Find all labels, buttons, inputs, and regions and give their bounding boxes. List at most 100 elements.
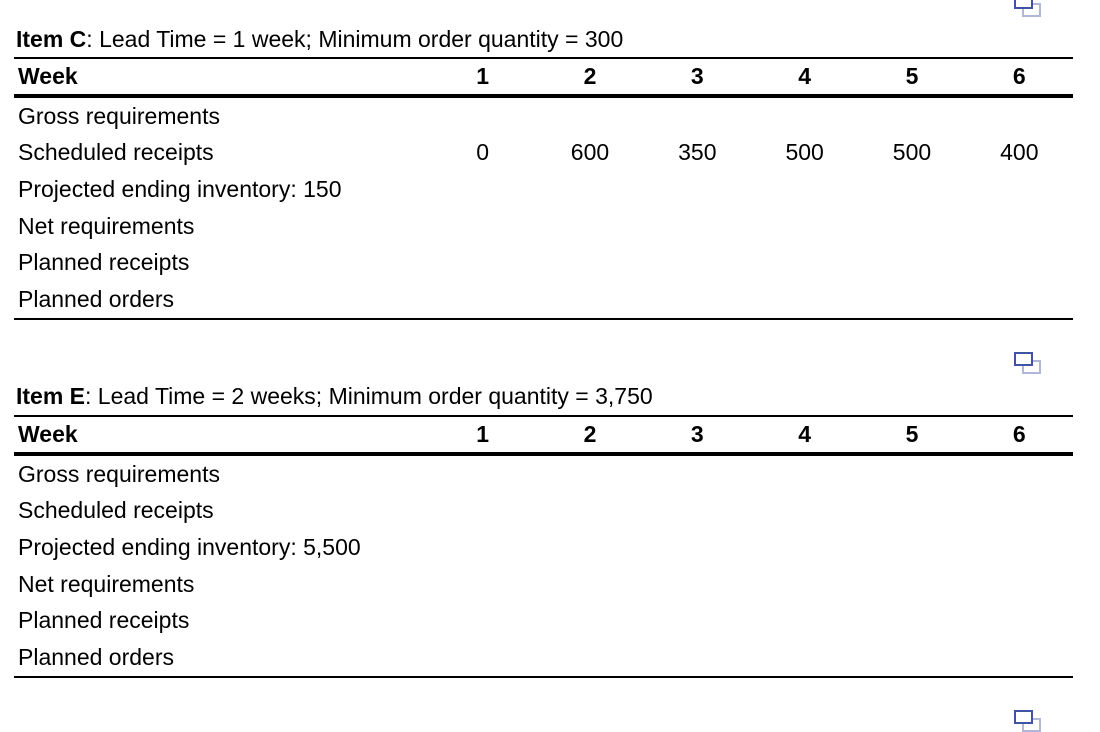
- cell-value: [536, 529, 643, 566]
- table-row: Net requirements: [14, 566, 1073, 603]
- table-row: Gross requirements: [14, 454, 1073, 493]
- cell-value: [966, 639, 1073, 677]
- cell-value: [858, 602, 965, 639]
- cell-value: [751, 171, 858, 208]
- week-number-header: 6: [1012, 421, 1026, 447]
- week-number-header: 3: [690, 421, 704, 447]
- copy-icon[interactable]: [1014, 710, 1041, 732]
- cell-value: [429, 244, 536, 281]
- cell-value: 600: [570, 139, 610, 166]
- copy-icon-front-rect: [1014, 0, 1033, 9]
- cell-value: [536, 454, 643, 493]
- week-number-header: 5: [905, 63, 919, 89]
- table-row: Projected ending inventory: 150: [14, 171, 1073, 208]
- cell-value: [536, 281, 643, 319]
- cell-value: [751, 639, 858, 677]
- row-label: Planned receipts: [18, 249, 190, 276]
- cell-value: [966, 602, 1073, 639]
- cell-value: [751, 244, 858, 281]
- cell-value: [858, 493, 965, 530]
- cell-value: 350: [678, 139, 717, 166]
- cell-value: [644, 639, 751, 677]
- cell-value: [751, 96, 858, 135]
- row-label: Planned orders: [18, 643, 174, 670]
- week-number-header: 2: [583, 63, 597, 89]
- cell-value: [536, 639, 643, 677]
- item-e-parameters: : Lead Time = 2 weeks; Minimum order qua…: [85, 383, 653, 409]
- cell-value: [429, 529, 536, 566]
- item-e-mrp-table: Week 1 2 3 4 5 6 Gross requirements Scheduled re…: [14, 415, 1073, 678]
- cell-value: [429, 208, 536, 245]
- week-number-header: 3: [690, 63, 704, 89]
- cell-value: [966, 281, 1073, 319]
- cell-value: [751, 208, 858, 245]
- table-row: Planned orders: [14, 639, 1073, 677]
- row-label: Planned orders: [18, 285, 174, 312]
- cell-value: [644, 493, 751, 530]
- item-c-name: Item C: [16, 26, 87, 52]
- week-number-header: 5: [905, 421, 919, 447]
- cell-value: [429, 96, 536, 135]
- cell-value: [751, 566, 858, 603]
- week-number-header: 4: [798, 421, 812, 447]
- copy-icon[interactable]: [1014, 352, 1041, 374]
- cell-value: [644, 529, 751, 566]
- table-row: Projected ending inventory: 5,500: [14, 529, 1073, 566]
- cell-value: [429, 281, 536, 319]
- cell-value: [429, 566, 536, 603]
- cell-value: [644, 602, 751, 639]
- cell-value: 500: [892, 139, 932, 166]
- copy-icon[interactable]: [1014, 0, 1041, 17]
- week-number-header: 1: [476, 421, 490, 447]
- cell-value: [536, 566, 643, 603]
- cell-value: [858, 171, 965, 208]
- cell-value: [644, 171, 751, 208]
- row-label: Net requirements: [18, 212, 195, 239]
- cell-value: [644, 96, 751, 135]
- cell-value: [644, 208, 751, 245]
- cell-value: [858, 281, 965, 319]
- cell-value: [966, 244, 1073, 281]
- item-e-title: Item E: Lead Time = 2 weeks; Minimum ord…: [16, 384, 653, 408]
- cell-value: [858, 529, 965, 566]
- cell-value: [536, 244, 643, 281]
- cell-value: [536, 96, 643, 135]
- row-label: Scheduled receipts: [18, 497, 214, 524]
- row-label: Gross requirements: [18, 102, 220, 129]
- copy-icon-front-rect: [1014, 352, 1033, 366]
- cell-value: 500: [785, 139, 824, 166]
- week-header-label: Week: [18, 63, 78, 89]
- cell-value: [858, 96, 965, 135]
- week-number-header: 1: [476, 63, 490, 89]
- cell-value: [966, 566, 1073, 603]
- cell-value: [644, 454, 751, 493]
- cell-value: [858, 566, 965, 603]
- week-number-header: 4: [798, 63, 812, 89]
- table-row: Net requirements: [14, 208, 1073, 245]
- item-c-title: Item C: Lead Time = 1 week; Minimum orde…: [16, 27, 623, 51]
- row-label: Net requirements: [18, 570, 195, 597]
- cell-value: [429, 493, 536, 530]
- row-label: Scheduled receipts: [18, 139, 214, 166]
- cell-value: [536, 171, 643, 208]
- week-header-row: Week 1 2 3 4 5 6: [14, 416, 1073, 454]
- table-row: Planned receipts: [14, 244, 1073, 281]
- table-row: Scheduled receipts 0 600 350 500 500 400: [14, 135, 1073, 172]
- cell-value: [429, 602, 536, 639]
- item-c-mrp-table: Week 1 2 3 4 5 6 Gross requirements Scheduled re…: [14, 57, 1073, 320]
- row-label: Gross requirements: [18, 460, 220, 487]
- cell-value: [858, 208, 965, 245]
- cell-value: [966, 529, 1073, 566]
- cell-value: [644, 244, 751, 281]
- cell-value: [751, 602, 858, 639]
- week-header-row: Week 1 2 3 4 5 6: [14, 58, 1073, 96]
- table-row: Planned orders: [14, 281, 1073, 319]
- row-label: Planned receipts: [18, 607, 190, 634]
- cell-value: [751, 281, 858, 319]
- cell-value: [644, 281, 751, 319]
- cell-value: [751, 493, 858, 530]
- cell-value: [429, 454, 536, 493]
- table-row: Scheduled receipts: [14, 493, 1073, 530]
- cell-value: [751, 454, 858, 493]
- cell-value: [429, 639, 536, 677]
